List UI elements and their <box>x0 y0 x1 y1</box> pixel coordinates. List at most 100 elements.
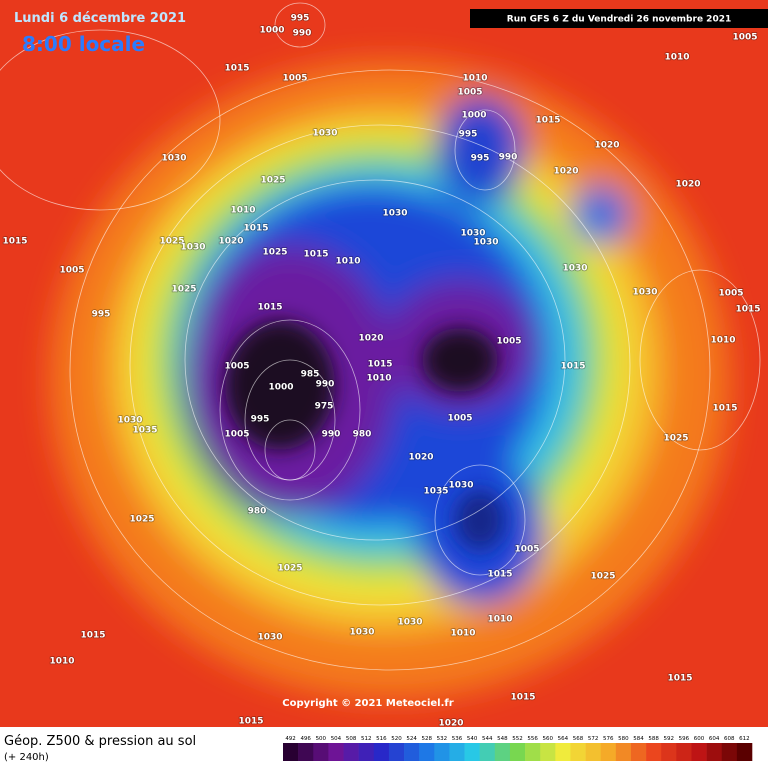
scale-swatch <box>540 743 556 761</box>
pressure-label: 1025 <box>260 176 285 186</box>
scale-swatch <box>404 743 420 761</box>
pressure-label: 1020 <box>358 334 383 344</box>
pressure-label: 1020 <box>594 141 619 151</box>
scale-swatch <box>691 743 707 761</box>
pressure-label: 1010 <box>230 206 255 216</box>
scale-label: 504 <box>331 736 342 742</box>
scale-swatch <box>298 743 314 761</box>
scale-label: 568 <box>573 736 584 742</box>
pressure-label: 1015 <box>243 224 268 234</box>
pressure-label: 1015 <box>735 305 760 315</box>
scale-swatch <box>661 743 677 761</box>
low-centres <box>225 320 505 550</box>
pressure-label: 1025 <box>159 237 184 247</box>
scale-label: 596 <box>679 736 690 742</box>
pressure-label: 990 <box>322 430 341 440</box>
pressure-label: 1010 <box>450 629 475 639</box>
pressure-label: 1015 <box>487 570 512 580</box>
color-scale: 492 496 500 504 508 512 516 520 524 528 532 536 540 5… <box>283 736 753 761</box>
pressure-label: 1030 <box>382 209 407 219</box>
legend-subtitle: (+ 240h) <box>4 752 49 763</box>
scale-swatch <box>585 743 602 761</box>
scale-label: 600 <box>694 736 705 742</box>
pressure-label: 1015 <box>535 116 560 126</box>
scale-label: 588 <box>648 736 659 742</box>
pressure-label: 1030 <box>312 129 337 139</box>
scale-label: 552 <box>512 736 523 742</box>
pressure-label: 1030 <box>397 618 422 628</box>
pressure-label: 1015 <box>257 303 282 313</box>
pressure-label: 1010 <box>366 374 391 384</box>
pressure-label: 1020 <box>438 719 463 729</box>
pressure-label: 1005 <box>514 545 539 555</box>
scale-swatch <box>509 743 526 761</box>
pressure-label: 1010 <box>664 53 689 63</box>
scale-label: 612 <box>739 736 750 742</box>
pressure-label: 995 <box>459 130 478 140</box>
copyright: Copyright © 2021 Meteociel.fr <box>282 698 453 709</box>
scale-swatch <box>706 743 723 761</box>
pressure-label: 1000 <box>461 111 486 121</box>
scale-swatch <box>736 743 753 761</box>
scale-swatch <box>419 743 435 761</box>
pressure-label: 1005 <box>447 414 472 424</box>
pressure-label: 1015 <box>80 631 105 641</box>
pressure-label: 1025 <box>277 564 302 574</box>
scale-label: 564 <box>558 736 569 742</box>
scale-label: 520 <box>391 736 402 742</box>
pressure-label: 980 <box>248 507 267 517</box>
pressure-label: 990 <box>499 153 518 163</box>
pressure-label: 1000 <box>259 26 284 36</box>
pressure-label: 1030 <box>117 416 142 426</box>
scale-label: 592 <box>664 736 675 742</box>
pressure-label: 1005 <box>457 88 482 98</box>
scale-label: 572 <box>588 736 599 742</box>
pressure-label: 995 <box>471 154 490 164</box>
scale-swatch <box>449 743 465 761</box>
pressure-label: 1000 <box>268 383 293 393</box>
scale-swatch <box>464 743 480 761</box>
pressure-label: 1015 <box>2 237 27 247</box>
scale-label: 604 <box>709 736 720 742</box>
isobars <box>0 2 761 671</box>
pressure-label: 1020 <box>675 180 700 190</box>
scale-swatch <box>600 743 617 761</box>
pressure-label: 1035 <box>423 487 448 497</box>
run-box <box>470 9 768 28</box>
scale-swatch <box>388 743 405 761</box>
scale-swatch <box>615 743 632 761</box>
scale-swatch <box>358 743 375 761</box>
pressure-label: 1005 <box>732 33 757 43</box>
pressure-label: 1005 <box>496 337 521 347</box>
pressure-label: 1030 <box>257 633 282 643</box>
scale-label: 580 <box>618 736 629 742</box>
pressure-label: 1015 <box>510 693 535 703</box>
pressure-labels: 9959901000101510051030103010251010100510… <box>2 13 762 730</box>
scale-label: 508 <box>346 736 357 742</box>
scale-swatch <box>494 743 511 761</box>
scale-label: 496 <box>300 736 311 742</box>
pressure-label: 1035 <box>132 426 157 436</box>
pressure-label: 1030 <box>473 238 498 248</box>
scale-swatch <box>721 743 738 761</box>
pressure-label: 995 <box>92 310 111 320</box>
pressure-label: 1030 <box>180 243 205 253</box>
forecast-date: Lundi 6 décembre 2021 <box>14 11 186 26</box>
pressure-label: 1005 <box>224 430 249 440</box>
scale-swatch <box>373 743 390 761</box>
scale-label: 500 <box>316 736 327 742</box>
scale-swatch <box>313 743 329 761</box>
pressure-label: 990 <box>293 29 312 39</box>
pressure-label: 1030 <box>632 288 657 298</box>
scale-label: 516 <box>376 736 387 742</box>
scale-label: 576 <box>603 736 614 742</box>
forecast-time: 8:00 locale <box>22 32 145 56</box>
scale-swatch <box>479 743 496 761</box>
scale-swatch <box>525 743 541 761</box>
pressure-label: 1020 <box>553 167 578 177</box>
run-info: Run GFS 6 Z du Vendredi 26 novembre 2021 <box>507 15 731 25</box>
scale-label: 512 <box>361 736 372 742</box>
pressure-label: 1015 <box>224 64 249 74</box>
